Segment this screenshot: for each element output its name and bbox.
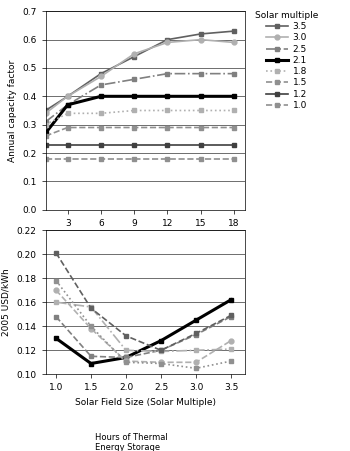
X-axis label: Thermal energy storage (Hours): Thermal energy storage (Hours) bbox=[72, 233, 218, 242]
Legend: 3.5, 3.0, 2.5, 2.1, 1.8, 1.5, 1.2, 1.0: 3.5, 3.0, 2.5, 2.1, 1.8, 1.5, 1.2, 1.0 bbox=[251, 7, 322, 114]
Y-axis label: Annual capacity factor: Annual capacity factor bbox=[8, 60, 16, 161]
Legend: 0, 3, 6, 9, 12, 18: 0, 3, 6, 9, 12, 18 bbox=[22, 429, 240, 451]
X-axis label: Solar Field Size (Solar Multiple): Solar Field Size (Solar Multiple) bbox=[75, 398, 216, 407]
Y-axis label: 2005 USD/kWh: 2005 USD/kWh bbox=[2, 268, 11, 336]
